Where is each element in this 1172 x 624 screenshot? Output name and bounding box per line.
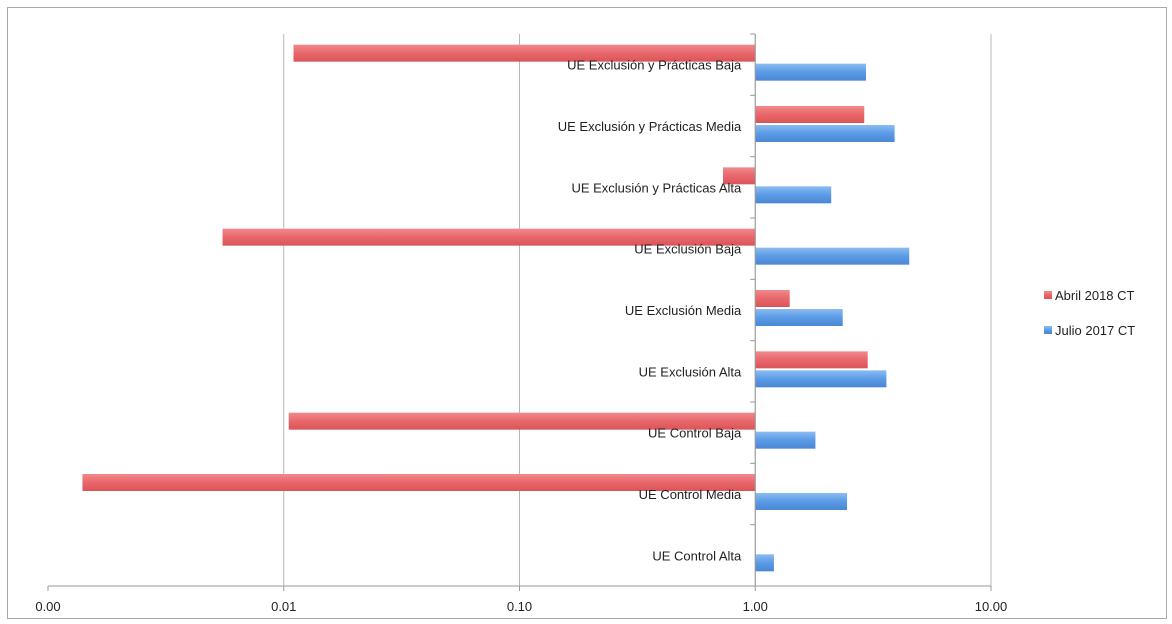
x-tick-label: 0.10 xyxy=(507,599,532,614)
category-label: UE Control Alta xyxy=(652,548,742,563)
bar-julio-2017 xyxy=(755,431,816,449)
chart-frame: 0.00 0.01 0.10 1.00 10.00 UE Exclusión y Prá… xyxy=(7,7,1167,619)
bar-abril-2018 xyxy=(755,351,868,369)
legend: Abril 2018 CT Julio 2017 CT xyxy=(1044,288,1135,338)
legend-label: Abril 2018 CT xyxy=(1055,288,1135,303)
bars xyxy=(82,44,910,572)
category-label: UE Exclusión y Prácticas Media xyxy=(558,119,742,134)
axes xyxy=(47,33,992,591)
bar-abril-2018 xyxy=(755,290,790,307)
category-label: UE Control Baja xyxy=(648,426,742,441)
category-label: UE Exclusión Alta xyxy=(639,364,742,379)
bar-julio-2017 xyxy=(755,186,832,204)
bar-abril-2018 xyxy=(288,412,756,430)
legend-swatch xyxy=(1044,326,1052,334)
bar-abril-2018 xyxy=(222,228,756,246)
bar-julio-2017 xyxy=(755,247,910,265)
legend-label: Julio 2017 CT xyxy=(1055,323,1135,338)
x-tick-label: 0.01 xyxy=(271,599,296,614)
x-tick-label: 1.00 xyxy=(743,599,768,614)
x-tick-label: 0.00 xyxy=(35,599,60,614)
bar-abril-2018 xyxy=(723,167,756,185)
bar-abril-2018 xyxy=(755,106,865,123)
bar-julio-2017 xyxy=(755,493,847,510)
category-label: UE Exclusión Media xyxy=(625,303,742,318)
bar-chart: 0.00 0.01 0.10 1.00 10.00 UE Exclusión y Prá… xyxy=(35,33,1135,614)
category-label: UE Exclusión y Prácticas Baja xyxy=(567,58,742,73)
x-tick-label: 10.00 xyxy=(975,599,1008,614)
category-label: UE Control Media xyxy=(639,487,742,502)
bar-julio-2017 xyxy=(755,309,843,326)
bar-abril-2018 xyxy=(293,44,756,62)
legend-swatch xyxy=(1044,291,1052,299)
bar-abril-2018 xyxy=(82,474,756,491)
category-label: UE Exclusión Baja xyxy=(634,242,742,257)
x-tick-labels: 0.00 0.01 0.10 1.00 10.00 xyxy=(35,599,1007,614)
bar-julio-2017 xyxy=(755,554,774,572)
category-label: UE Exclusión y Prácticas Alta xyxy=(571,180,742,195)
bar-julio-2017 xyxy=(755,370,887,388)
category-labels: UE Exclusión y Prácticas Baja UE Exclusió… xyxy=(558,58,742,564)
bar-julio-2017 xyxy=(755,63,867,81)
bar-julio-2017 xyxy=(755,125,895,142)
